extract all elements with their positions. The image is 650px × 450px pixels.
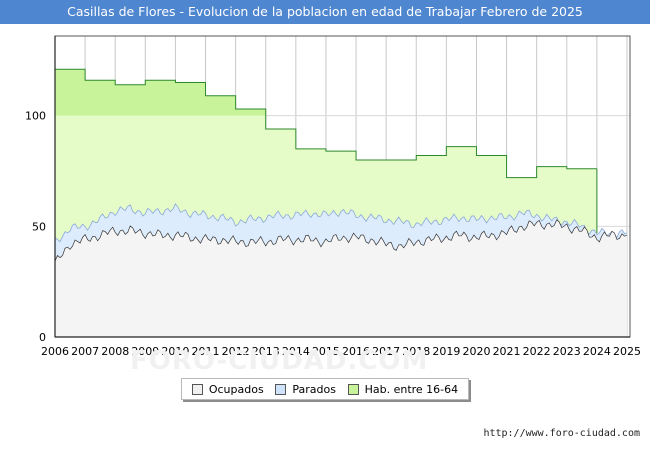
- series-layer: [54, 68, 628, 337]
- legend-swatch-ocupados: [191, 383, 203, 395]
- x-tick-labels: 2006 2007 2008 2009 2010 2011 2012 2013 2014 2015…: [41, 345, 641, 358]
- legend-item-hab: Hab. entre 16-64: [347, 382, 459, 396]
- legend-swatch-hab: [347, 383, 359, 395]
- axes: [54, 35, 631, 338]
- y-tick-100: 100: [25, 110, 46, 123]
- ocupados-area: [55, 219, 627, 337]
- x-tick-2020: 2020: [462, 345, 490, 358]
- chart-title: Casillas de Flores - Evolucion de la pob…: [0, 0, 650, 24]
- x-tick-2009: 2009: [131, 345, 159, 358]
- x-tick-2007: 2007: [71, 345, 99, 358]
- legend-item-ocupados: Ocupados: [191, 382, 264, 396]
- x-tick-2024: 2024: [583, 345, 611, 358]
- x-tick-2023: 2023: [553, 345, 581, 358]
- x-tick-2017: 2017: [372, 345, 400, 358]
- legend-label-parados: Parados: [292, 382, 336, 396]
- hab-area-above-threshold: [55, 69, 266, 116]
- hab-line: [55, 68, 597, 179]
- x-tick-2014: 2014: [282, 345, 310, 358]
- x-tick-2018: 2018: [402, 345, 430, 358]
- legend-label-ocupados: Ocupados: [208, 382, 264, 396]
- legend-item-parados: Parados: [275, 383, 336, 396]
- x-tick-2012: 2012: [222, 345, 250, 358]
- legend: Ocupados Parados Hab. entre 16-64: [181, 378, 469, 400]
- legend-label-hab: Hab. entre 16-64: [364, 382, 459, 396]
- watermark: FORO-CIUDAD.COM: [130, 346, 429, 376]
- x-tick-2025: 2025: [613, 345, 641, 358]
- x-tick-2022: 2022: [523, 345, 551, 358]
- y-tick-0: 0: [39, 331, 46, 344]
- footer-url: http://www.foro-ciudad.com: [483, 428, 640, 439]
- x-tick-2019: 2019: [432, 345, 460, 358]
- x-tick-2011: 2011: [192, 345, 220, 358]
- x-tick-2008: 2008: [101, 345, 129, 358]
- x-tick-2006: 2006: [41, 345, 69, 358]
- x-tick-2016: 2016: [342, 345, 370, 358]
- parados-line: [54, 203, 628, 243]
- x-tick-2021: 2021: [493, 345, 521, 358]
- y-tick-50: 50: [32, 220, 46, 233]
- legend-swatch-parados: [275, 383, 287, 395]
- x-tick-2010: 2010: [161, 345, 189, 358]
- x-tick-2013: 2013: [252, 345, 280, 358]
- ocupados-line: [54, 219, 628, 262]
- y-tick-labels: 0 50 100: [25, 110, 46, 344]
- x-tick-2015: 2015: [312, 345, 340, 358]
